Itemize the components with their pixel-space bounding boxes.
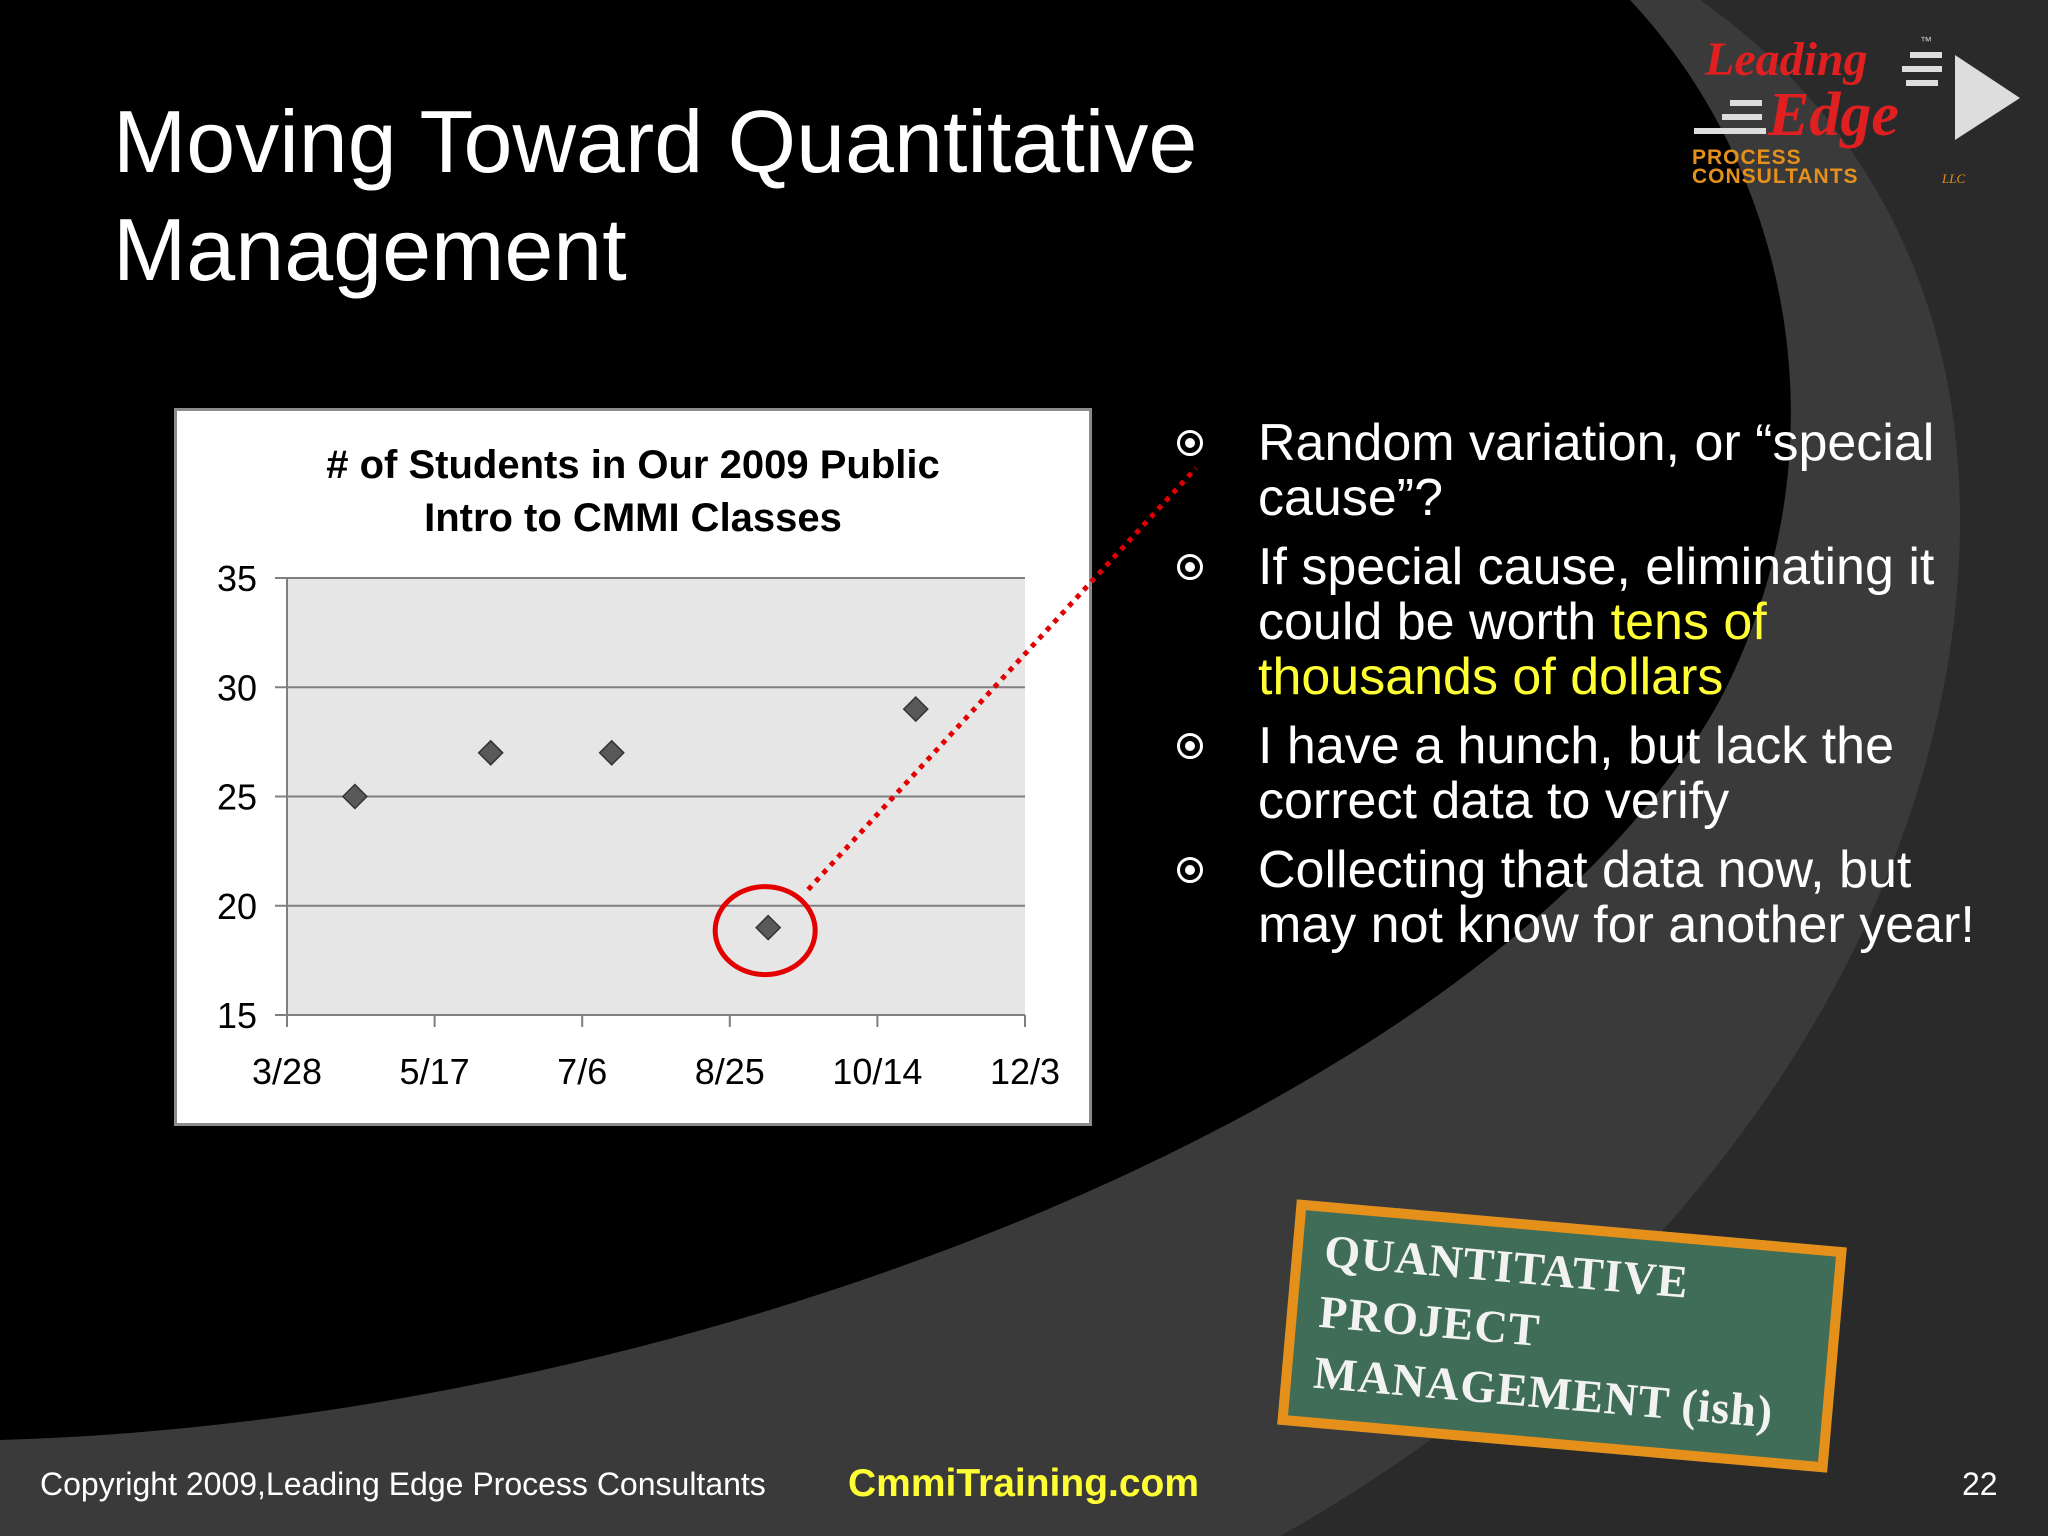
stamp-badge: QUANTITATIVE PROJECT MANAGEMENT (ish) [1277,1199,1847,1473]
slide-title: Moving Toward Quantitative Management [113,88,1197,304]
y-tick-label: 30 [217,667,257,708]
bullet-icon [1177,430,1203,456]
y-tick-label: 20 [217,886,257,927]
footer-copyright: Copyright 2009,Leading Edge Process Cons… [40,1466,766,1502]
chart-plot: 35 30 25 20 15 3/28 5/17 7/6 8/25 10/14 12/3 [217,558,1060,1092]
logo-line3: PROCESS [1692,146,1802,169]
bullet-item: Collecting that data now, but may not kn… [1170,843,2000,953]
bullet-icon [1177,857,1203,883]
logo-line2: Edge [1767,81,1899,149]
logo-speed-lines [1694,52,1942,134]
x-tick-label: 3/28 [252,1051,322,1092]
x-tick-label: 8/25 [695,1051,765,1092]
logo-line4: CONSULTANTS [1692,165,1859,188]
logo-arrow-icon [1955,55,2020,140]
data-point [477,739,504,766]
data-point [341,783,368,810]
x-tick-label: 5/17 [400,1051,470,1092]
x-tick-label: 7/6 [557,1051,607,1092]
y-tick-label: 15 [217,995,257,1036]
x-tick-label: 12/3 [990,1051,1060,1092]
slide-title-line: Management [113,200,627,299]
page-number: 22 [1962,1466,1998,1502]
bullet-list: Random variation, or “special cause”? If … [1170,416,2000,967]
company-logo: Leading ™ Edge PROCESS CONSULTANTS LLC [1692,33,2020,188]
bullet-text: I have a hunch, but lack the correct dat… [1258,717,1894,830]
student-count-chart: # of Students in Our 2009 Public Intro t… [174,408,1092,1126]
x-tick-label: 10/14 [832,1051,922,1092]
bullet-icon [1177,554,1203,580]
y-tick-label: 35 [217,558,257,599]
data-point [598,739,625,766]
bullet-item: Random variation, or “special cause”? [1170,416,2000,526]
slide-title-line: Moving Toward Quantitative [113,92,1198,191]
y-tick-label: 25 [217,777,257,818]
bullet-highlight-text: tens of thousands of dollars [1258,593,1767,706]
logo-line1: Leading [1704,33,1868,86]
bullet-item: If special cause, eliminating it could b… [1170,540,2000,705]
chart-title-line: Intro to CMMI Classes [424,496,842,540]
bullet-icon [1177,733,1203,759]
bullet-item: I have a hunch, but lack the correct dat… [1170,719,2000,829]
footer-website-link[interactable]: CmmiTraining.com [848,1462,1200,1505]
logo-suffix: LLC [1941,171,1965,186]
bullet-text: Collecting that data now, but may not kn… [1258,841,1975,954]
logo-tm: ™ [1920,34,1932,48]
bullet-text: Random variation, or “special cause”? [1258,414,1935,527]
bullet-text: If special cause, eliminating it could b… [1258,538,1935,651]
